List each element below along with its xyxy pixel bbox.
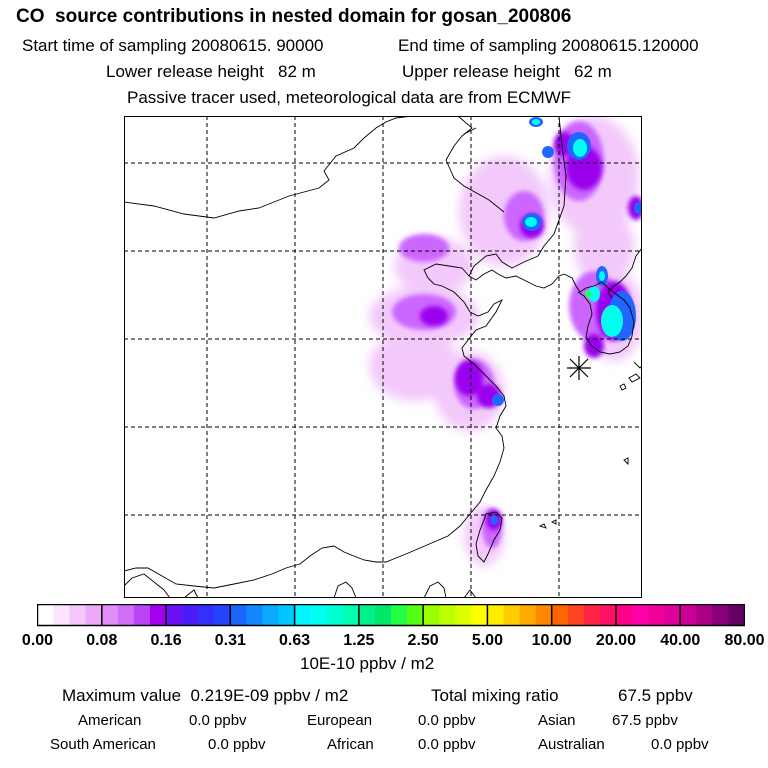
colorbar-cell xyxy=(101,604,119,626)
colorbar-cell xyxy=(407,604,424,626)
start-time-label: Start time of sampling 20080615. 90000 xyxy=(22,36,324,55)
receptor-asterisk-icon xyxy=(567,356,591,380)
colorbar-cell xyxy=(583,604,601,626)
colorbar-cell xyxy=(117,604,135,626)
colorbar-cell xyxy=(342,604,360,626)
region-american-value: 0.0 ppbv xyxy=(189,712,247,729)
colorbar-cells xyxy=(37,604,745,626)
colorbar-cell xyxy=(278,604,295,626)
coastlines xyxy=(124,116,642,598)
lat-lon-grid xyxy=(124,116,642,598)
map-panel xyxy=(124,116,642,598)
region-african-value: 0.0 ppbv xyxy=(418,736,476,753)
region-american-name: American xyxy=(78,712,142,729)
colorbar-cell xyxy=(632,604,649,626)
colorbar-cell xyxy=(262,604,279,626)
region-european-name: European xyxy=(307,712,373,729)
tracer-info: Passive tracer used, meteorological data… xyxy=(127,88,572,107)
lower-release-height: Lower release height 82 m xyxy=(106,62,316,81)
colorbar-cell xyxy=(391,604,408,626)
region-south-american-value: 0.0 ppbv xyxy=(208,736,266,753)
upper-release-height: Upper release height 62 m xyxy=(402,62,612,81)
colorbar-cell xyxy=(712,604,729,626)
colorbar-cell xyxy=(53,604,70,626)
colorbar-cell xyxy=(648,604,665,626)
colorbar-tick-label: 0.08 xyxy=(86,632,118,649)
colorbar-cell xyxy=(182,604,199,626)
colorbar-tick-label: 0.00 xyxy=(21,632,54,649)
colorbar-cell xyxy=(310,604,328,626)
colorbar-cell xyxy=(37,604,54,626)
map-frame xyxy=(124,116,642,598)
plot-title: CO source contributions in nested domain… xyxy=(16,6,572,27)
colorbar-cell xyxy=(664,604,681,626)
colorbar-cell xyxy=(149,604,167,626)
colorbar-cell xyxy=(535,604,552,626)
end-time-label: End time of sampling 20080615.120000 xyxy=(398,36,699,55)
colorbar-cell xyxy=(599,604,617,626)
region-australian-name: Australian xyxy=(538,736,605,753)
region-asian-value: 67.5 ppbv xyxy=(612,712,678,729)
colorbar-cell xyxy=(487,604,504,626)
region-african-name: African xyxy=(327,736,374,753)
colorbar-cell xyxy=(133,604,151,626)
colorbar-cell xyxy=(374,604,392,626)
region-asian-name: Asian xyxy=(538,712,576,729)
colorbar-cell xyxy=(326,604,344,626)
colorbar-tick-label: 10.00 xyxy=(531,632,572,649)
colorbar-cell xyxy=(69,604,87,626)
colorbar-tick-label: 0.63 xyxy=(279,632,311,649)
colorbar-tick-label: 0.16 xyxy=(150,632,182,649)
colorbar-cell xyxy=(471,604,488,626)
colorbar-tick-label: 20.00 xyxy=(595,632,636,649)
colorbar-cell xyxy=(358,604,376,626)
colorbar xyxy=(37,604,745,627)
maximum-value: Maximum value 0.219E-09 ppbv / m2 xyxy=(62,686,349,705)
colorbar-cell xyxy=(423,604,440,626)
total-mixing-ratio-value: 67.5 ppbv xyxy=(618,686,693,705)
region-european-value: 0.0 ppbv xyxy=(418,712,476,729)
colorbar-cell xyxy=(551,604,569,626)
total-mixing-ratio-label: Total mixing ratio xyxy=(431,686,559,705)
colorbar-tick-label: 5.00 xyxy=(471,632,503,649)
colorbar-cell xyxy=(214,604,231,626)
colorbar-cell xyxy=(567,604,585,626)
colorbar-units: 10E-10 ppbv / m2 xyxy=(300,654,435,673)
colorbar-cell xyxy=(728,604,745,626)
colorbar-cell xyxy=(439,604,456,626)
colorbar-cell xyxy=(696,604,713,626)
colorbar-cell xyxy=(230,604,247,626)
colorbar-cell xyxy=(503,604,520,626)
region-australian-value: 0.0 ppbv xyxy=(651,736,709,753)
colorbar-cell xyxy=(246,604,263,626)
colorbar-tick-label: 40.00 xyxy=(660,632,701,649)
colorbar-cell xyxy=(166,604,183,626)
colorbar-tick-label: 2.50 xyxy=(407,632,439,649)
colorbar-cell xyxy=(198,604,215,626)
colorbar-cell xyxy=(85,604,103,626)
concentration-field xyxy=(124,116,642,598)
colorbar-tick-label: 0.31 xyxy=(214,632,246,649)
region-south-american-name: South American xyxy=(50,736,156,753)
colorbar-tick-label: 80.00 xyxy=(724,632,765,649)
colorbar-tick-label: 1.25 xyxy=(343,632,375,649)
colorbar-cell xyxy=(455,604,472,626)
colorbar-cell xyxy=(680,604,697,626)
colorbar-cell xyxy=(294,604,311,626)
colorbar-cell xyxy=(615,604,633,626)
colorbar-cell xyxy=(519,604,536,626)
